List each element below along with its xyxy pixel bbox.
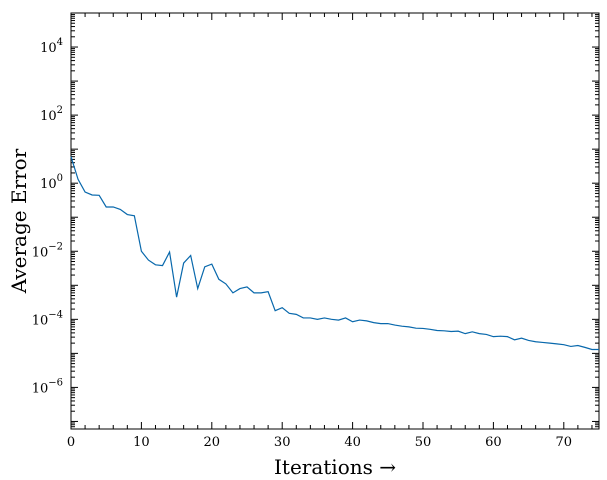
x-tick-label: 30 [274,435,291,450]
x-tick-label: 40 [344,435,361,450]
x-tick-label: 0 [67,435,75,450]
x-tick-label: 50 [415,435,432,450]
y-tick-label: 10−4 [32,309,63,328]
y-axis-label: Average Error [7,148,31,294]
tick-labels: 0 10 20 30 40 50 60 70 10−6 10−4 10−2 100 102 104 [32,37,572,450]
x-tick-label: 70 [556,435,573,450]
x-axis-label: Iterations → [274,455,396,479]
x-tick-label: 10 [133,435,150,450]
y-tick-label: 100 [40,173,63,192]
y-tick-label: 102 [40,105,63,124]
y-tick-label: 104 [40,37,63,56]
axis-ticks [70,12,599,430]
y-tick-label: 10−2 [32,241,63,260]
x-tick-label: 60 [485,435,502,450]
y-tick-label: 10−6 [32,377,63,396]
plot-frame [70,12,600,430]
x-tick-label: 20 [204,435,221,450]
series-line [70,156,599,351]
